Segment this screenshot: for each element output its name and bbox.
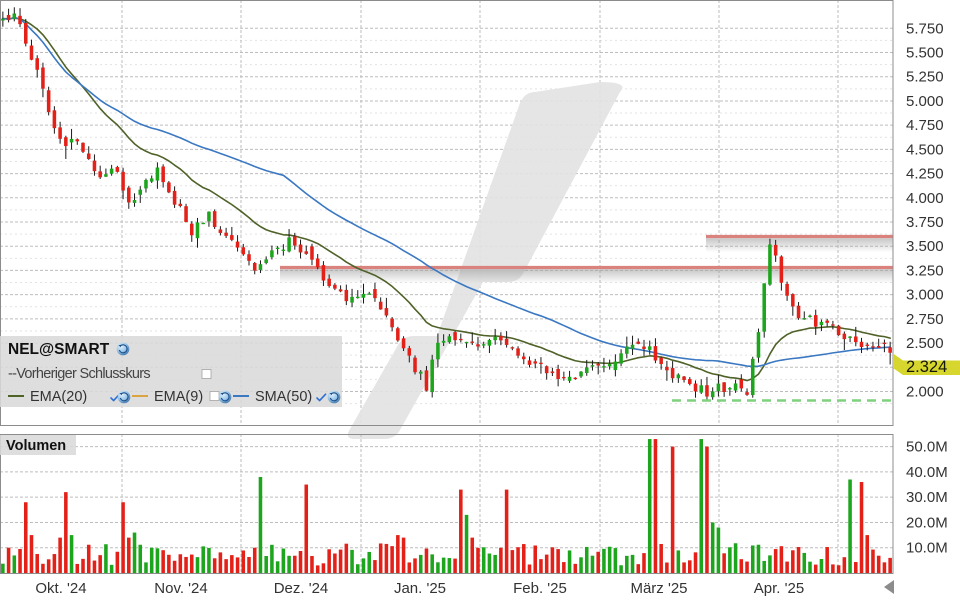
svg-text:--Vorheriger Schlusskurs: --Vorheriger Schlusskurs xyxy=(8,366,150,382)
svg-text:2.750: 2.750 xyxy=(906,311,944,328)
svg-text:Feb. '25: Feb. '25 xyxy=(513,580,567,597)
svg-text:40.0M: 40.0M xyxy=(906,464,948,481)
svg-text:10.0M: 10.0M xyxy=(906,540,948,557)
svg-text:SMA(50): SMA(50) xyxy=(255,389,312,405)
svg-text:März '25: März '25 xyxy=(630,580,687,597)
svg-text:4.000: 4.000 xyxy=(906,190,944,207)
svg-text:Okt. '24: Okt. '24 xyxy=(35,580,86,597)
svg-text:EMA(9): EMA(9) xyxy=(154,389,203,405)
svg-text:Nov. '24: Nov. '24 xyxy=(154,580,207,597)
svg-text:3.750: 3.750 xyxy=(906,214,944,231)
svg-text:Jan. '25: Jan. '25 xyxy=(394,580,446,597)
svg-text:5.250: 5.250 xyxy=(906,69,944,86)
svg-text:5.500: 5.500 xyxy=(906,45,944,62)
svg-text:5.000: 5.000 xyxy=(906,93,944,110)
svg-text:Dez. '24: Dez. '24 xyxy=(274,580,329,597)
svg-text:NEL@SMART: NEL@SMART xyxy=(8,341,110,358)
svg-text:4.500: 4.500 xyxy=(906,141,944,158)
svg-text:5.750: 5.750 xyxy=(906,20,944,37)
svg-text:50.0M: 50.0M xyxy=(906,439,948,456)
svg-text:3.000: 3.000 xyxy=(906,287,944,304)
svg-text:30.0M: 30.0M xyxy=(906,489,948,506)
svg-text:2.500: 2.500 xyxy=(906,335,944,352)
svg-text:20.0M: 20.0M xyxy=(906,514,948,531)
svg-text:EMA(20): EMA(20) xyxy=(30,389,87,405)
svg-text:3.500: 3.500 xyxy=(906,238,944,255)
svg-text:3.250: 3.250 xyxy=(906,262,944,279)
svg-text:2.324: 2.324 xyxy=(906,358,947,376)
svg-text:Volumen: Volumen xyxy=(6,438,66,454)
svg-text:2.000: 2.000 xyxy=(906,384,944,401)
svg-text:Apr. '25: Apr. '25 xyxy=(754,580,804,597)
svg-text:4.250: 4.250 xyxy=(906,166,944,183)
svg-text:4.750: 4.750 xyxy=(906,117,944,134)
